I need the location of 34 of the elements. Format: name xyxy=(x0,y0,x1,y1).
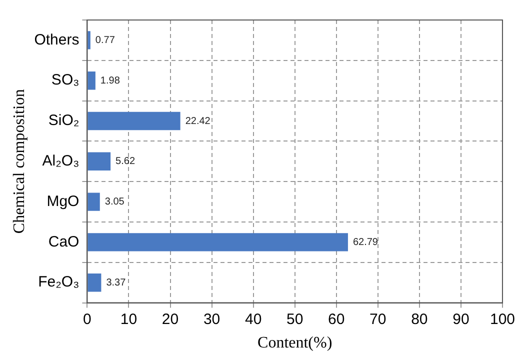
data-label: 3.37 xyxy=(106,277,126,288)
data-label: 3.05 xyxy=(104,196,125,208)
x-tick-label: 60 xyxy=(328,310,345,328)
y-tick-label: CaO xyxy=(48,233,80,250)
data-label: 0.77 xyxy=(95,34,116,46)
x-tick-label: 50 xyxy=(286,310,304,328)
x-tick-label: 10 xyxy=(120,310,138,328)
y-tick-label: SiO₂ xyxy=(48,112,80,130)
y-tick-label: SO₃ xyxy=(51,72,80,89)
bar xyxy=(88,112,180,130)
y-tick-label: Al₂O₃ xyxy=(42,152,80,170)
bar xyxy=(88,274,102,292)
data-label: 22.42 xyxy=(185,116,211,127)
x-tick-label: 0 xyxy=(83,310,92,328)
bar xyxy=(88,72,96,90)
x-tick-label: 90 xyxy=(452,310,470,328)
x-tick-label: 20 xyxy=(162,310,179,328)
x-axis-title: Content(%) xyxy=(258,334,332,352)
x-tick-label: 80 xyxy=(411,310,428,328)
x-tick-label: 40 xyxy=(244,310,262,328)
bar xyxy=(88,152,111,170)
bar xyxy=(88,233,348,252)
y-tick-label: Others xyxy=(34,31,80,48)
x-tick-label: 70 xyxy=(370,310,386,328)
x-tick-label: 100 xyxy=(490,310,515,328)
y-tick-label: MgO xyxy=(46,192,80,210)
data-label: 5.62 xyxy=(116,156,136,168)
data-label: 62.79 xyxy=(352,236,378,248)
y-tick-label: Fe₂O₃ xyxy=(38,274,80,291)
x-tick-label: 30 xyxy=(203,310,220,328)
data-label: 1.98 xyxy=(100,75,120,86)
bar xyxy=(88,31,90,50)
y-axis-title: Chemical composition xyxy=(10,89,28,234)
bar xyxy=(88,192,100,211)
